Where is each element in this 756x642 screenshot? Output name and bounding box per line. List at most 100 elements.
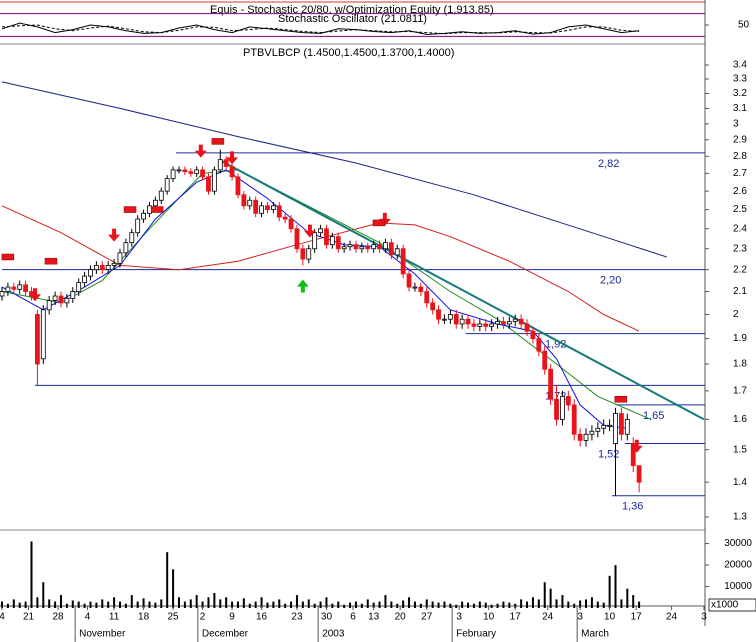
candle-body — [489, 323, 495, 327]
scale-box — [708, 598, 756, 612]
x-tick-label: 3 — [577, 612, 583, 623]
volume-bar — [413, 601, 416, 608]
candle-body — [359, 246, 365, 250]
candle-body — [583, 433, 589, 441]
sell-arrow — [226, 151, 239, 165]
y-tick-label: 1.7 — [733, 386, 747, 397]
volume-bar — [166, 552, 169, 608]
candle-body — [117, 252, 123, 264]
x-tick-label: 17 — [631, 612, 643, 623]
candle-body — [23, 284, 28, 292]
candle-body — [129, 232, 135, 244]
y-tick-label: 3.3 — [733, 74, 747, 85]
x-tick-label: 4 — [0, 612, 5, 623]
volume-bar — [343, 604, 346, 608]
level-label: 1,36 — [622, 501, 643, 513]
candle-body — [365, 246, 371, 250]
volume-bar — [632, 595, 635, 608]
volume-bar — [307, 599, 310, 608]
volume-bar — [6, 603, 9, 608]
volume-bar — [266, 602, 269, 608]
y-tick-label: 10000 — [724, 581, 752, 592]
candle-body — [164, 178, 170, 192]
candle-body — [630, 443, 636, 467]
candle-body — [270, 205, 276, 210]
x-tick-label: 20 — [395, 612, 407, 623]
level-label: 1,52 — [598, 448, 619, 460]
volume-bar — [419, 603, 422, 608]
buy-arrow — [296, 279, 309, 293]
volume-bar — [172, 569, 175, 608]
candle-body — [46, 300, 52, 311]
candle-body — [70, 291, 76, 299]
x-tick-label: 18 — [138, 612, 150, 623]
candle-body — [306, 248, 312, 260]
candle-body — [589, 430, 595, 435]
y-tick-label: 1.8 — [733, 359, 747, 370]
candle-body — [341, 246, 347, 250]
volume-bar — [284, 603, 287, 608]
candle-body — [383, 242, 388, 250]
y-tick-label: 2.4 — [733, 223, 747, 234]
candle-body — [436, 309, 441, 320]
candle-body — [353, 244, 359, 250]
x-tick-label: 24 — [542, 612, 554, 623]
volume-bar — [461, 601, 464, 608]
candle-body — [152, 199, 158, 207]
candle-body — [536, 338, 542, 352]
candle-body — [241, 194, 247, 207]
volume-bar — [555, 599, 558, 608]
candle-body — [565, 396, 571, 406]
sell-arrow — [194, 144, 207, 158]
y-tick-label: 1.3 — [733, 512, 747, 523]
volume-bar — [467, 602, 470, 608]
sell-arrow — [29, 288, 42, 302]
level-label: 2,20 — [600, 275, 621, 287]
candle-body — [471, 323, 477, 327]
volume-bar — [608, 575, 611, 608]
volume-bar — [573, 603, 576, 608]
volume-bar — [201, 601, 204, 608]
x-tick-label: 24 — [666, 612, 678, 623]
volume-bar — [579, 600, 582, 608]
volume-bar — [472, 603, 475, 608]
volume-bar — [248, 603, 251, 608]
x-tick-label: 16 — [256, 612, 268, 623]
volume-bar — [337, 601, 340, 608]
y-tick-label: 30000 — [724, 538, 752, 549]
volume-bar — [272, 601, 275, 608]
volume-bar — [12, 599, 15, 608]
volume-bar — [160, 599, 163, 608]
volume-bar — [295, 595, 298, 608]
candle-body — [542, 350, 548, 370]
volume-bar — [319, 601, 322, 608]
candle-body — [524, 323, 530, 332]
volume-bar — [366, 599, 369, 608]
volume-bar — [118, 601, 121, 608]
y-tick-label: 3.4 — [733, 60, 747, 71]
x-tick-label: 13 — [368, 612, 380, 623]
x-tick-label: 4 — [85, 612, 91, 623]
candle-body — [52, 295, 58, 301]
candle-body — [394, 248, 400, 256]
volume-bar — [1, 601, 3, 608]
candle-body — [506, 321, 512, 325]
candle-body — [424, 291, 430, 304]
volume-bar — [561, 595, 564, 608]
candle-body — [123, 242, 129, 254]
volume-bar — [42, 582, 45, 608]
candle-body — [88, 269, 93, 277]
candle-body — [335, 236, 341, 250]
volume-bar — [189, 599, 192, 608]
volume-bar — [107, 601, 110, 608]
candle-body — [5, 286, 11, 292]
volume-bar — [496, 603, 499, 608]
candle-body — [170, 169, 176, 180]
y-tick-label: 20000 — [724, 560, 752, 571]
y-tick-label: 2.5 — [733, 204, 747, 215]
candle-body — [560, 396, 565, 420]
volume-bar — [48, 599, 51, 608]
volume-bar — [614, 565, 617, 608]
volume-bar — [142, 598, 145, 608]
y-tick-label: 2 — [733, 309, 739, 320]
